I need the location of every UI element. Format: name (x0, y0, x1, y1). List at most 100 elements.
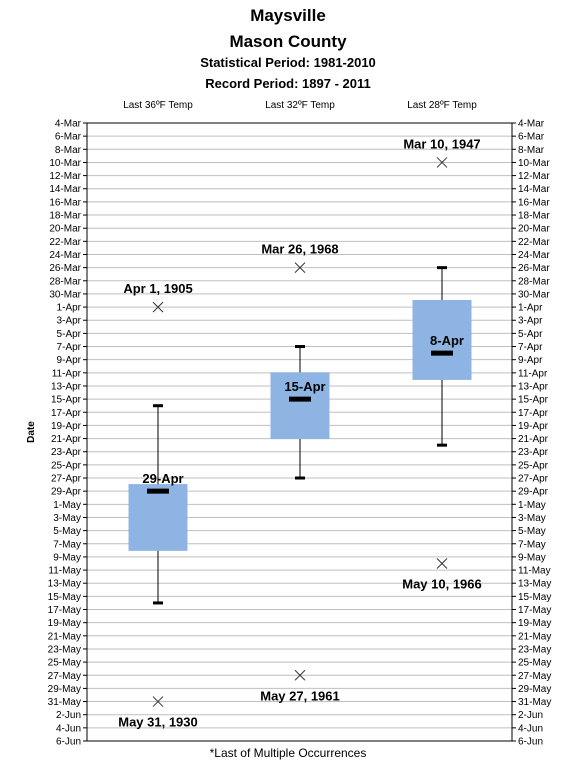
y-tick-label: 21-May (48, 631, 81, 642)
y-tick-label: 27-Apr (518, 474, 549, 485)
y-tick-label: 22-Mar (518, 237, 550, 248)
y-tick-label: 10-Mar (518, 158, 550, 169)
y-tick-label: 3-May (53, 513, 81, 524)
y-tick-label: 25-Apr (518, 460, 549, 471)
series-header-32f: Last 32ºF Temp (265, 100, 335, 111)
y-tick-label: 19-May (48, 618, 81, 629)
y-tick-label: 5-Apr (57, 329, 82, 340)
y-tick-label: 6-Mar (55, 132, 82, 143)
y-tick-label: 7-May (518, 539, 546, 550)
y-tick-label: 1-Apr (57, 303, 82, 314)
footnote: *Last of Multiple Occurrences (209, 746, 367, 760)
record-marker (294, 669, 306, 681)
y-tick-label: 10-Mar (49, 158, 81, 169)
y-tick-label: 28-Mar (49, 276, 81, 287)
record-period: Record Period: 1897 - 2011 (205, 76, 371, 91)
y-tick-label: 8-Mar (55, 145, 82, 156)
y-tick-label: 12-Mar (49, 171, 81, 182)
y-tick-label: 30-Mar (49, 289, 81, 300)
series-2: 15-Apr Mar 26, 1968 May 27, 1961 (260, 242, 340, 704)
y-tick-label: 16-Mar (518, 197, 550, 208)
y-tick-label: 22-Mar (49, 237, 81, 248)
y-tick-label: 4-Mar (518, 119, 545, 130)
y-tick-label: 11-Apr (518, 368, 548, 379)
y-tick-label: 27-Apr (51, 474, 82, 485)
y-tick-label: 9-Apr (57, 355, 82, 366)
y-tick-label: 11-May (48, 566, 81, 577)
y-tick-label: 17-Apr (51, 408, 82, 419)
y-tick-label: 11-May (518, 566, 551, 577)
y-tick-label: 4-Mar (55, 119, 82, 130)
record-marker (152, 301, 164, 313)
chart-subtitle: Mason County (229, 32, 347, 51)
y-tick-label: 24-Mar (49, 250, 81, 261)
y-tick-label: 19-Apr (518, 421, 549, 432)
y-tick-label: 15-Apr (518, 395, 549, 406)
median-label: 8-Apr (430, 333, 464, 348)
y-tick-label: 18-Mar (518, 211, 550, 222)
y-tick-label: 29-May (518, 684, 551, 695)
y-tick-label: 20-Mar (49, 224, 81, 235)
y-tick-label: 13-Apr (51, 381, 82, 392)
y-tick-label: 27-May (518, 671, 551, 682)
y-tick-label: 9-May (53, 552, 81, 563)
iqr-box (128, 484, 188, 551)
y-tick-label: 29-Apr (51, 487, 82, 498)
y-tick-label: 23-May (518, 644, 551, 655)
record-marker (294, 262, 306, 273)
y-tick-label: 14-Mar (518, 184, 550, 195)
y-tick-label: 12-Mar (518, 171, 550, 182)
y-tick-label: 7-Apr (518, 342, 543, 353)
y-tick-label: 13-May (48, 579, 81, 590)
y-tick-label: 17-May (48, 605, 81, 616)
y-tick-label: 25-May (48, 658, 81, 669)
y-tick-label: 5-Apr (518, 329, 543, 340)
y-tick-label: 6-Mar (518, 132, 545, 143)
y-tick-label: 8-Mar (518, 145, 545, 156)
y-tick-label: 15-May (48, 592, 81, 603)
y-tick-label: 20-Mar (518, 224, 550, 235)
record-earliest-label: Apr 1, 1905 (123, 281, 192, 296)
record-earliest-label: Mar 10, 1947 (403, 136, 480, 151)
y-tick-label: 25-May (518, 658, 551, 669)
series-layer: 29-Apr Apr 1, 1905 May 31, 1930 15-Apr Mar 2… (118, 136, 482, 729)
y-tick-label: 4-Jun (518, 723, 543, 734)
y-tick-label: 4-Jun (56, 723, 81, 734)
record-marker (152, 696, 164, 707)
record-marker (436, 157, 448, 168)
series-header-28f: Last 28ºF Temp (407, 100, 477, 111)
y-tick-label: 14-Mar (49, 184, 81, 195)
y-tick-label: 1-May (53, 500, 81, 511)
y-tick-label: 24-Mar (518, 250, 550, 261)
y-tick-label: 5-May (53, 526, 81, 537)
plot-area (86, 122, 513, 742)
median-label: 29-Apr (142, 471, 183, 486)
y-tick-label: 30-Mar (518, 289, 550, 300)
y-tick-label: 15-May (518, 592, 551, 603)
y-tick-label: 27-May (48, 671, 81, 682)
y-tick-label: 3-Apr (57, 316, 82, 327)
y-tick-label: 26-Mar (49, 263, 81, 274)
series-header-36f: Last 36ºF Temp (123, 100, 193, 111)
y-tick-label: 21-May (518, 631, 551, 642)
record-latest-label: May 31, 1930 (118, 715, 198, 730)
y-tick-label: 1-Apr (518, 303, 543, 314)
y-tick-label: 17-Apr (518, 408, 549, 419)
record-latest-label: May 27, 1961 (260, 688, 340, 703)
y-tick-label: 31-May (48, 697, 81, 708)
y-tick-label: 2-Jun (518, 710, 543, 721)
y-tick-label: 17-May (518, 605, 551, 616)
y-tick-label: 23-Apr (518, 447, 549, 458)
record-marker (436, 558, 448, 569)
y-tick-label: 15-Apr (51, 395, 82, 406)
record-earliest-label: Mar 26, 1968 (261, 242, 338, 257)
y-tick-label: 5-May (518, 526, 546, 537)
y-tick-label: 7-Apr (57, 342, 82, 353)
y-tick-label: 6-Jun (56, 737, 81, 748)
y-tick-label: 2-Jun (56, 710, 81, 721)
y-tick-label: 13-Apr (518, 381, 549, 392)
series-3: 8-Apr Mar 10, 1947 May 10, 1966 (402, 136, 482, 591)
iqr-box (270, 372, 330, 440)
y-tick-label: 3-Apr (518, 316, 543, 327)
y-tick-label: 19-May (518, 618, 551, 629)
